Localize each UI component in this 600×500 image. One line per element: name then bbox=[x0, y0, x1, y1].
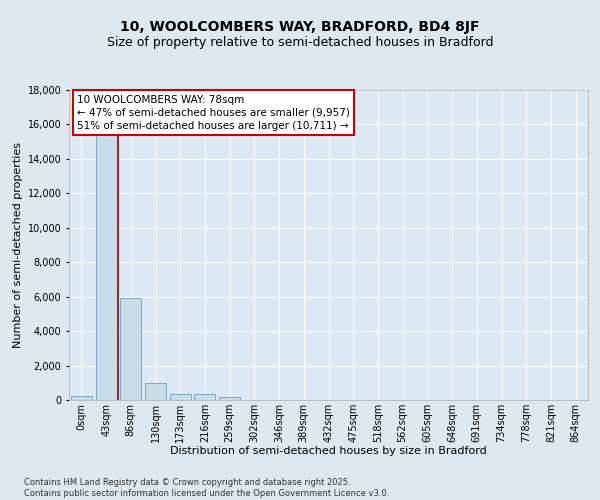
X-axis label: Distribution of semi-detached houses by size in Bradford: Distribution of semi-detached houses by … bbox=[170, 446, 487, 456]
Text: Contains HM Land Registry data © Crown copyright and database right 2025.
Contai: Contains HM Land Registry data © Crown c… bbox=[24, 478, 389, 498]
Text: Size of property relative to semi-detached houses in Bradford: Size of property relative to semi-detach… bbox=[107, 36, 493, 49]
Y-axis label: Number of semi-detached properties: Number of semi-detached properties bbox=[13, 142, 23, 348]
Bar bbox=[95, 116, 116, 400]
Text: 10, WOOLCOMBERS WAY, BRADFORD, BD4 8JF: 10, WOOLCOMBERS WAY, BRADFORD, BD4 8JF bbox=[120, 20, 480, 34]
Bar bbox=[145, 383, 166, 400]
Text: 10 WOOLCOMBERS WAY: 78sqm
← 47% of semi-detached houses are smaller (9,957)
51% : 10 WOOLCOMBERS WAY: 78sqm ← 47% of semi-… bbox=[77, 94, 350, 131]
Bar bbox=[71, 396, 92, 400]
Bar bbox=[194, 394, 215, 400]
Bar bbox=[170, 394, 191, 400]
Bar bbox=[120, 298, 141, 400]
Bar bbox=[219, 398, 240, 400]
